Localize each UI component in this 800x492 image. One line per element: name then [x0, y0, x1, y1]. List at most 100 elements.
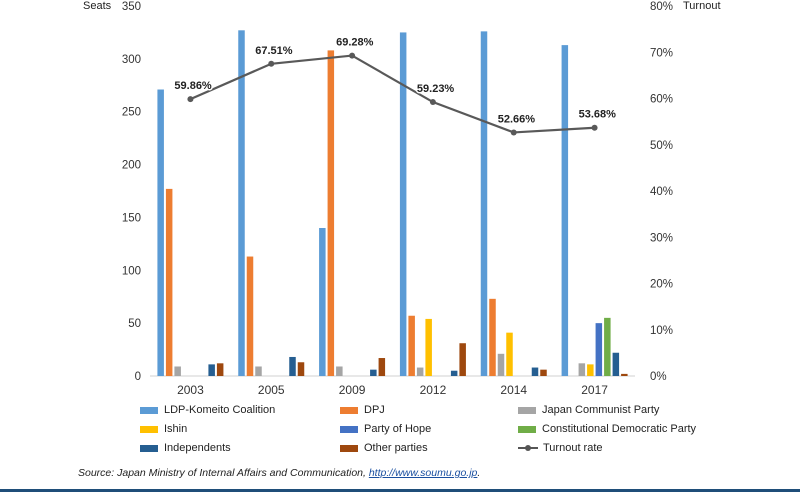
left-axis-title: Seats — [83, 0, 112, 12]
turnout-data-label: 53.68% — [579, 109, 617, 121]
bar-other-parties — [378, 358, 386, 376]
bar-ldp-komeito-coalition — [157, 89, 164, 376]
legend-item: Constitutional Democratic Party — [518, 421, 696, 437]
right-axis-title: Turnout — [683, 0, 721, 12]
bar-dpj — [165, 188, 173, 376]
legend-label: Japan Communist Party — [542, 404, 660, 416]
bar-dpj — [408, 315, 415, 376]
right-tick-label: 0% — [650, 371, 667, 383]
legend-label: Independents — [164, 442, 231, 454]
turnout-point — [510, 129, 517, 136]
bar-japan-communist-party — [416, 367, 424, 376]
bar-independents — [612, 352, 620, 376]
left-tick-label: 250 — [122, 107, 141, 119]
x-tick-label: 2003 — [177, 383, 204, 397]
turnout-data-label: 59.86% — [174, 80, 212, 92]
chart-canvas: 0 50 100 150 200 250 300 350 0% 10% 20% 30% 40% 50% 60… — [122, 1, 673, 397]
right-tick-label: 30% — [650, 232, 673, 244]
turnout-point — [187, 96, 194, 103]
turnout-point — [591, 124, 598, 131]
legend-label: Turnout rate — [543, 442, 603, 454]
bar-independents — [531, 367, 539, 376]
turnout-data-label: 59.23% — [417, 83, 455, 95]
bar-ishin — [425, 318, 432, 376]
right-tick-label: 10% — [650, 325, 673, 337]
source-note: Source: Japan Ministry of Internal Affai… — [78, 467, 480, 479]
turnout-data-label: 67.51% — [255, 45, 293, 57]
right-tick-label: 50% — [650, 140, 673, 152]
bar-japan-communist-party — [174, 366, 181, 376]
source-link[interactable]: http://www.soumu.go.jp — [368, 467, 478, 479]
bar-constitutional-democratic-party — [604, 317, 611, 376]
legend-label: Other parties — [364, 442, 428, 454]
bar-independents — [370, 369, 377, 376]
bar-independents — [450, 370, 458, 376]
legend-item: Turnout rate — [518, 440, 603, 456]
x-tick-label: 2014 — [500, 383, 527, 397]
page-bottom-border — [0, 489, 800, 492]
x-tick-label: 2005 — [258, 383, 285, 397]
turnout-data-label: 52.66% — [498, 113, 536, 125]
left-tick-label: 200 — [122, 160, 141, 172]
right-tick-label: 20% — [650, 279, 673, 291]
bar-dpj — [246, 256, 254, 376]
right-tick-label: 70% — [650, 47, 673, 59]
left-tick-label: 0 — [135, 371, 141, 383]
bar-ldp-komeito-coalition — [480, 31, 488, 376]
legend-swatch — [518, 425, 536, 433]
bar-japan-communist-party — [497, 353, 505, 376]
bar-other-parties — [459, 343, 466, 376]
left-tick-label: 50 — [128, 318, 141, 330]
legend-label: LDP-Komeito Coalition — [164, 404, 276, 416]
right-tick-label: 40% — [650, 186, 673, 198]
turnout-point — [429, 99, 436, 106]
legend: LDP-Komeito Coalition DPJ Japan Communist … — [140, 402, 700, 464]
legend-swatch — [340, 425, 358, 433]
legend-item: Independents — [140, 440, 231, 456]
left-tick-label: 150 — [122, 212, 141, 224]
left-tick-label: 300 — [122, 54, 141, 66]
bar-ldp-komeito-coalition — [238, 30, 245, 377]
legend-item: Ishin — [140, 421, 187, 437]
bar-other-parties — [216, 363, 224, 376]
bar-ldp-komeito-coalition — [319, 228, 326, 376]
right-tick-label: 60% — [650, 94, 673, 106]
bar-dpj — [489, 298, 496, 376]
bar-japan-communist-party — [336, 366, 343, 376]
turnout-data-label: 69.28% — [336, 37, 374, 49]
legend-label: Ishin — [164, 423, 188, 435]
source-prefix: Source: Japan Ministry of Internal Affai… — [78, 467, 369, 479]
x-tick-label: 2017 — [581, 383, 608, 397]
bar-dpj — [327, 50, 335, 377]
legend-label: Constitutional Democratic Party — [542, 423, 697, 435]
bar-ldp-komeito-coalition — [561, 45, 569, 376]
legend-label: DPJ — [364, 404, 385, 416]
legend-swatch — [140, 406, 158, 414]
bar-other-parties — [297, 362, 305, 376]
left-tick-label: 100 — [122, 265, 141, 277]
bar-other-parties — [540, 369, 547, 376]
bar-party-of-hope — [595, 323, 603, 376]
legend-line-marker — [518, 443, 538, 453]
legend-swatch — [340, 406, 358, 414]
bar-japan-communist-party — [578, 363, 586, 376]
legend-swatch — [140, 444, 158, 452]
turnout-point — [349, 52, 356, 59]
bar-japan-communist-party — [255, 366, 262, 376]
bar-ishin — [587, 364, 594, 376]
legend-item: LDP-Komeito Coalition — [140, 402, 275, 418]
turnout-line — [189, 54, 595, 134]
bar-other-parties — [621, 373, 628, 376]
right-tick-label: 80% — [650, 1, 673, 13]
bar-ldp-komeito-coalition — [399, 32, 407, 377]
x-tick-label: 2012 — [420, 383, 447, 397]
legend-item: Japan Communist Party — [518, 402, 659, 418]
bar-independents — [289, 356, 296, 376]
legend-item: Party of Hope — [340, 421, 431, 437]
legend-item: DPJ — [340, 402, 385, 418]
bar-ishin — [506, 332, 513, 376]
bar-independents — [208, 364, 215, 376]
legend-swatch — [140, 425, 158, 433]
legend-swatch — [340, 444, 358, 452]
legend-label: Party of Hope — [364, 423, 432, 435]
